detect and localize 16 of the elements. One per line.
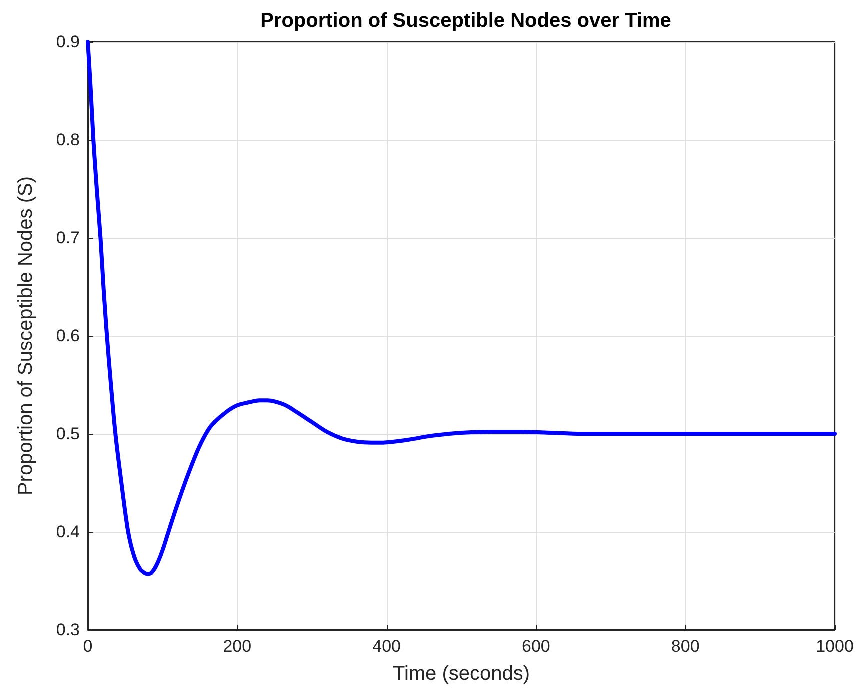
x-tick-label: 800 [671,637,700,656]
x-axis-title: Time (seconds) [392,663,530,685]
x-tick-label: 400 [372,637,401,656]
x-tick-label: 1000 [816,637,854,656]
x-tick-label: 0 [83,637,93,656]
y-tick-label: 0.7 [56,228,80,248]
y-tick-label: 0.3 [56,620,80,640]
y-axis-title: Proportion of Susceptible Nodes (S) [15,176,37,496]
y-tick-label: 0.5 [56,424,80,444]
y-tick-label: 0.9 [56,32,80,52]
x-tick-label: 600 [522,637,550,656]
y-tick-label: 0.8 [56,130,80,150]
y-tick-label: 0.6 [56,326,80,346]
x-tick-label: 200 [223,637,252,656]
y-tick-label: 0.4 [56,522,80,542]
chart-title: Proportion of Susceptible Nodes over Time [260,10,672,32]
